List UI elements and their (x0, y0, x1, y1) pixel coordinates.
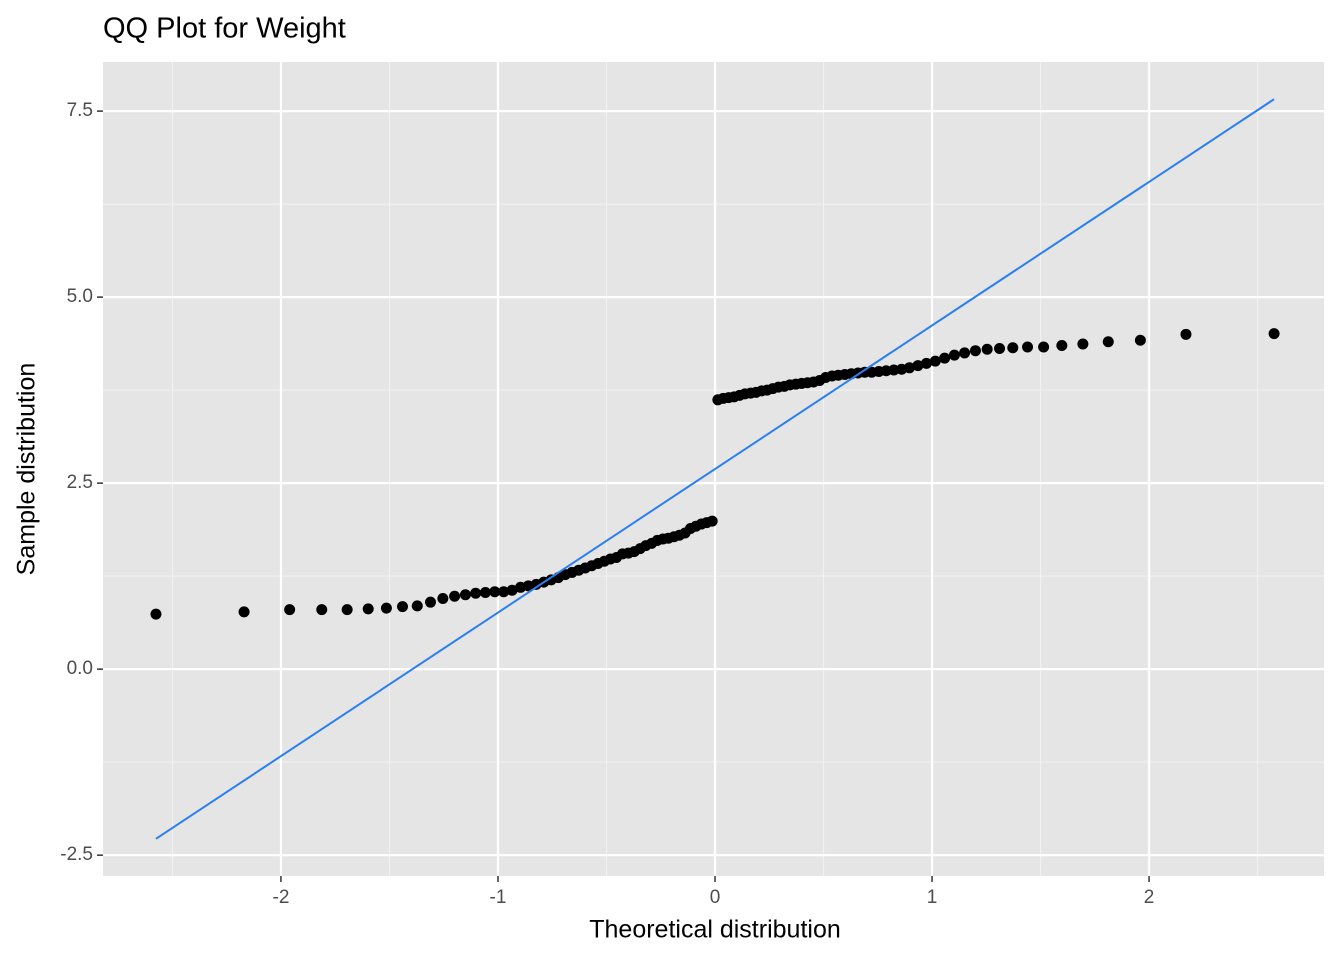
point (903, 362, 915, 374)
point (449, 590, 461, 602)
point (1077, 338, 1089, 350)
point (1134, 334, 1146, 346)
point (959, 347, 971, 359)
chart-title: QQ Plot for Weight (103, 13, 346, 45)
point (1022, 341, 1034, 353)
point (929, 355, 941, 367)
point (489, 586, 501, 598)
point (380, 602, 392, 614)
point (437, 592, 449, 604)
y-axis-title: Sample distribution (13, 363, 41, 576)
point (424, 596, 436, 608)
x-tick-label: -1 (490, 887, 507, 908)
point (994, 342, 1006, 354)
point (411, 600, 423, 612)
point (948, 349, 960, 361)
point (1180, 328, 1192, 340)
point (498, 586, 510, 598)
y-tick-label: 5.0 (67, 286, 93, 307)
point (316, 604, 328, 616)
point (150, 608, 162, 620)
point (238, 606, 250, 618)
y-tick-label: 2.5 (67, 472, 93, 493)
point (1038, 341, 1050, 353)
point (1102, 336, 1114, 348)
x-tick-label: -2 (273, 887, 290, 908)
point (1007, 342, 1019, 354)
point (1268, 328, 1280, 340)
point (1056, 339, 1068, 351)
point (362, 603, 374, 615)
point (506, 584, 518, 596)
point (912, 360, 924, 372)
point (470, 587, 482, 599)
y-tick-label: 7.5 (67, 100, 93, 121)
point (459, 589, 471, 601)
point (969, 345, 981, 357)
point (284, 604, 296, 616)
point (396, 601, 408, 613)
reference-line (155, 98, 1275, 840)
point (920, 357, 932, 369)
y-tick-label: 0.0 (67, 658, 93, 679)
y-tick-label: -2.5 (60, 844, 93, 865)
point (341, 604, 353, 616)
point (479, 587, 491, 599)
x-axis-title: Theoretical distribution (589, 916, 841, 944)
x-tick-label: 0 (710, 887, 721, 908)
point (939, 352, 951, 364)
point (706, 515, 718, 527)
x-tick-label: 1 (927, 887, 938, 908)
x-tick-label: 2 (1144, 887, 1155, 908)
point (981, 343, 993, 355)
